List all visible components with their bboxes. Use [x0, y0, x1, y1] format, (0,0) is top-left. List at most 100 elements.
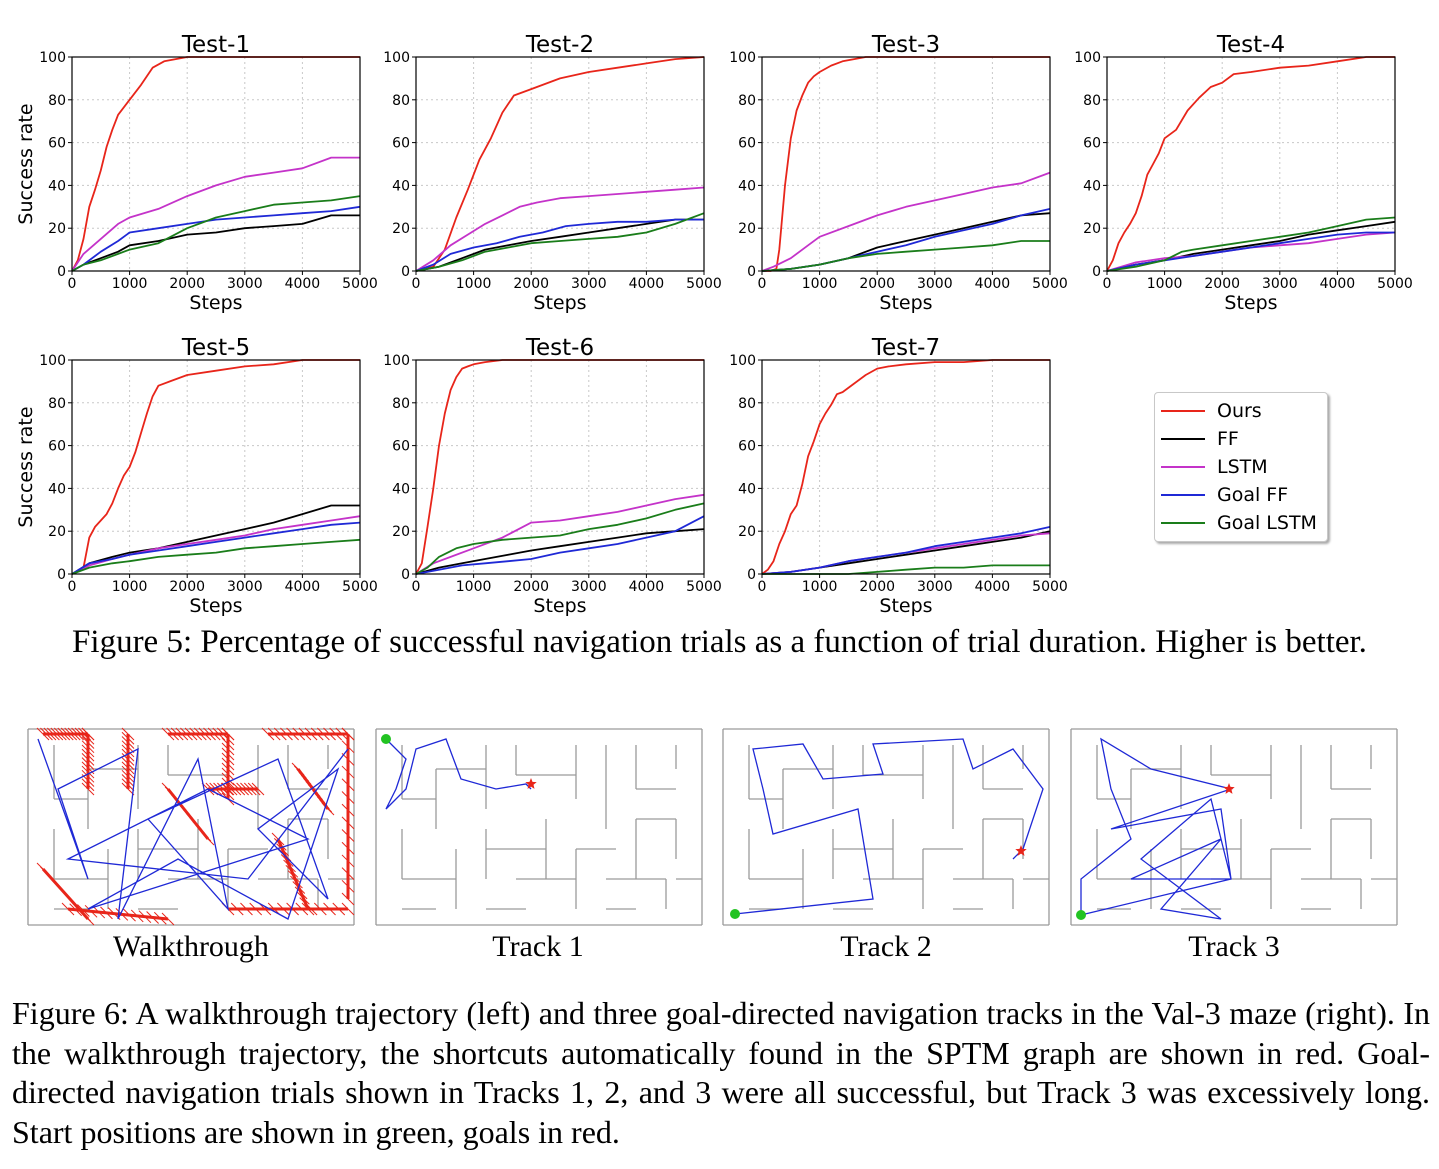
y-tick-label: 20	[1083, 221, 1101, 237]
series-line-ours	[415, 56, 705, 272]
y-tick-label: 80	[1083, 93, 1101, 109]
plot-frame	[71, 359, 361, 575]
shortcut-path	[276, 838, 310, 910]
legend-item-lstm: LSTM	[1161, 453, 1268, 481]
figure-5-caption: Figure 5: Percentage of successful navig…	[72, 624, 1367, 660]
plot-frame	[1106, 56, 1396, 272]
x-tick-label: 2000	[513, 276, 549, 292]
legend-item-ours: Ours	[1161, 397, 1262, 425]
start-marker	[1076, 910, 1086, 920]
y-tick-label: 0	[1092, 264, 1101, 280]
legend-swatch-goal-lstm	[1161, 522, 1205, 524]
trajectory-path	[37, 738, 349, 920]
x-tick-label: 0	[68, 276, 77, 292]
x-tick-label: 1000	[112, 579, 148, 595]
plot-frame	[761, 359, 1051, 575]
x-tick-label: 4000	[285, 579, 321, 595]
y-tick-label: 80	[48, 396, 66, 412]
x-tick-label: 0	[412, 276, 421, 292]
y-tick-label: 100	[1074, 50, 1101, 66]
x-tick-label: 5000	[1032, 579, 1068, 595]
legend-item-ff: FF	[1161, 425, 1239, 453]
series-line-ours	[1106, 56, 1395, 272]
y-tick-label: 60	[48, 136, 66, 152]
x-axis-label: Steps	[533, 595, 586, 617]
chart-test-4: 0 1000 2000 3000 4000 5000 0 20 40 60 80 100 Test-4 S…	[1074, 32, 1413, 314]
y-tick-label: 20	[48, 221, 66, 237]
chart-test-5: 0 1000 2000 3000 4000 5000 0 20 40 60 80 100 Test-5 S…	[15, 335, 378, 617]
series-line-goal-ff	[415, 515, 705, 575]
y-axis-label: Success rate	[15, 406, 37, 527]
x-tick-label: 1000	[802, 579, 838, 595]
maze-track-1	[375, 728, 703, 926]
maze-label-track-2: Track 2	[840, 930, 932, 963]
y-tick-label: 60	[392, 136, 410, 152]
trajectory-path	[734, 738, 1044, 915]
chart-title: Test-7	[871, 335, 940, 361]
y-tick-label: 100	[39, 50, 66, 66]
series-line-ff	[415, 528, 705, 575]
x-tick-label: 3000	[227, 276, 263, 292]
maze-label-track-1: Track 1	[492, 930, 584, 963]
x-tick-label: 3000	[571, 276, 607, 292]
figure-6-caption: Figure 6: A walkthrough trajectory (left…	[12, 995, 1430, 1150]
legend-swatch-goal-ff	[1161, 494, 1205, 496]
x-axis-label: Steps	[533, 292, 586, 314]
x-tick-label: 2000	[1204, 276, 1240, 292]
x-tick-label: 2000	[169, 276, 205, 292]
y-tick-label: 80	[738, 93, 756, 109]
y-tick-label: 0	[401, 567, 410, 583]
y-tick-label: 100	[729, 50, 756, 66]
x-tick-label: 5000	[686, 579, 722, 595]
y-tick-label: 100	[39, 353, 66, 369]
series-line-lstm	[761, 171, 1051, 272]
x-tick-label: 0	[68, 579, 77, 595]
plot-frame	[761, 56, 1051, 272]
series-line-ff	[71, 214, 360, 272]
trajectory-path	[1080, 737, 1234, 920]
y-tick-label: 40	[392, 178, 410, 194]
series-line-ours	[761, 359, 1050, 575]
series-line-goal-lstm	[415, 212, 705, 272]
series-line-goal-ff	[415, 218, 704, 272]
series-line-goal-ff	[71, 205, 361, 272]
legend-item-goal-ff: Goal FF	[1161, 481, 1288, 509]
x-tick-label: 5000	[1032, 276, 1068, 292]
y-tick-label: 20	[738, 221, 756, 237]
chart-test-1: 0 1000 2000 3000 4000 5000 0 20 40 60 80 100 Test-1 S…	[15, 32, 378, 314]
y-tick-label: 60	[48, 439, 66, 455]
series-line-goal-lstm	[71, 195, 361, 272]
x-tick-label: 3000	[571, 579, 607, 595]
chart-title: Test-2	[525, 32, 594, 58]
x-tick-label: 4000	[975, 276, 1011, 292]
series-line-goal-lstm	[415, 502, 705, 575]
legend-label-ours: Ours	[1217, 400, 1262, 422]
x-tick-label: 4000	[975, 579, 1011, 595]
plot-frame	[415, 359, 705, 575]
x-axis-label: Steps	[189, 595, 242, 617]
legend-label-goal-lstm: Goal LSTM	[1217, 512, 1317, 534]
legend-label-ff: FF	[1217, 428, 1239, 450]
x-axis-label: Steps	[1224, 292, 1277, 314]
series-line-goal-lstm	[71, 538, 361, 575]
chart-title: Test-1	[181, 32, 250, 58]
y-tick-label: 60	[738, 439, 756, 455]
maze-walkthrough	[27, 727, 355, 926]
legend-label-goal-ff: Goal FF	[1217, 484, 1289, 506]
legend-item-goal-lstm: Goal LSTM	[1161, 509, 1317, 537]
y-tick-label: 40	[392, 481, 410, 497]
legend-swatch-ff	[1161, 438, 1205, 440]
y-tick-label: 40	[48, 178, 66, 194]
maze-label-track-3: Track 3	[1188, 930, 1280, 963]
x-tick-label: 1000	[802, 276, 838, 292]
series-line-goal-lstm	[761, 240, 1050, 272]
y-tick-label: 40	[1083, 178, 1101, 194]
goal-star-icon	[1223, 783, 1235, 794]
y-tick-label: 20	[392, 221, 410, 237]
x-tick-label: 3000	[227, 579, 263, 595]
x-tick-label: 4000	[1320, 276, 1356, 292]
series-line-ours	[762, 56, 1050, 272]
shortcut-path	[296, 768, 330, 810]
shortcut-path	[166, 788, 210, 840]
